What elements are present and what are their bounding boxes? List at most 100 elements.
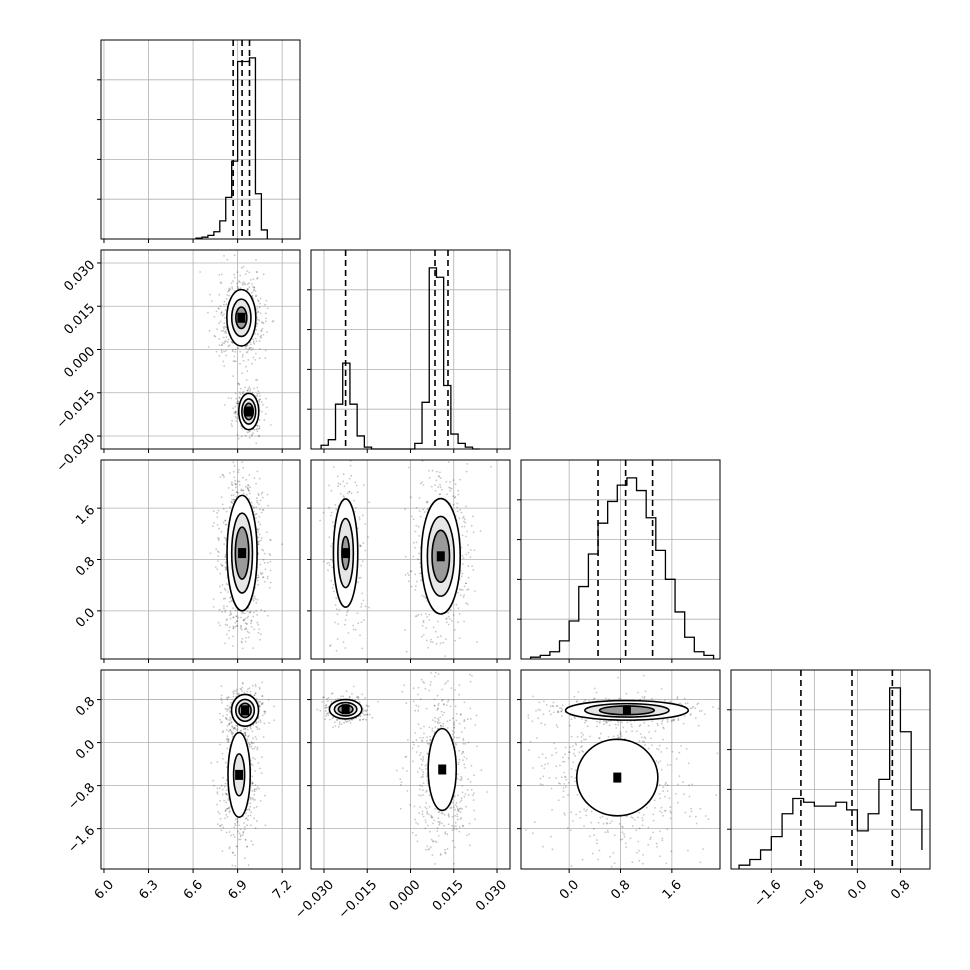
scatter-point <box>255 517 257 520</box>
scatter-point <box>259 395 261 397</box>
x-tick-label: 6.9 <box>225 877 250 902</box>
scatter-point <box>677 783 679 786</box>
scatter-point <box>257 583 259 586</box>
scatter-point <box>232 375 235 377</box>
scatter-point <box>235 491 238 494</box>
scatter-point <box>226 704 229 707</box>
scatter-point <box>464 743 467 745</box>
scatter-point <box>224 561 227 564</box>
scatter-point <box>225 583 228 585</box>
scatter-point <box>221 793 224 796</box>
scatter-point <box>583 721 586 724</box>
scatter-point <box>564 786 567 788</box>
scatter-point <box>240 625 243 628</box>
scatter-point <box>608 698 611 701</box>
scatter-point <box>556 705 559 707</box>
scatter-point <box>354 628 357 631</box>
scatter-point <box>434 630 437 633</box>
scatter-point <box>428 476 431 479</box>
scatter-point <box>460 817 463 819</box>
scatter-point <box>247 348 250 351</box>
scatter-point <box>229 610 232 613</box>
scatter-point <box>454 496 456 499</box>
scatter-point <box>228 629 230 632</box>
scatter-point <box>259 499 262 502</box>
scatter-point <box>570 735 573 738</box>
scatter-point <box>258 787 260 790</box>
scatter-point <box>243 727 245 729</box>
scatter-point <box>359 715 362 718</box>
scatter-point <box>220 721 222 724</box>
scatter-point <box>612 852 615 854</box>
scatter-point <box>244 640 247 643</box>
scatter-point <box>468 833 470 836</box>
scatter-point <box>219 585 221 588</box>
scatter-point <box>596 842 598 845</box>
scatter-point <box>241 461 244 464</box>
scatter-point <box>247 359 250 361</box>
scatter-point <box>256 621 259 624</box>
scatter-point <box>255 428 258 431</box>
scatter-point <box>428 726 431 729</box>
scatter-point <box>220 311 223 313</box>
scatter-point <box>439 483 441 486</box>
scatter-point <box>236 609 239 612</box>
scatter-point <box>543 767 546 770</box>
scatter-point <box>248 474 251 476</box>
scatter-point <box>258 628 261 630</box>
scatter-point <box>685 748 688 750</box>
scatter-point <box>453 825 455 828</box>
scatter-point <box>231 733 234 736</box>
scatter-point <box>219 824 221 827</box>
joint-panel-1-2 <box>307 459 511 663</box>
scatter-point <box>252 684 254 687</box>
scatter-point <box>257 536 260 539</box>
scatter-point <box>245 351 248 354</box>
scatter-point <box>361 560 364 563</box>
scatter-point <box>421 635 423 638</box>
scatter-point <box>652 819 655 822</box>
scatter-point <box>421 789 424 791</box>
scatter-point <box>644 744 646 746</box>
scatter-point <box>232 728 235 730</box>
scatter-point <box>456 777 459 780</box>
scatter-point <box>260 772 263 774</box>
scatter-point <box>235 818 237 821</box>
scatter-point <box>227 799 230 801</box>
scatter-point <box>593 697 596 700</box>
scatter-point <box>330 700 333 703</box>
scatter-point <box>573 695 576 698</box>
scatter-point <box>222 776 224 779</box>
scatter-point <box>256 726 259 729</box>
scatter-point <box>256 786 259 789</box>
scatter-point <box>675 793 677 795</box>
scatter-point <box>642 854 645 856</box>
scatter-point <box>263 561 266 564</box>
scatter-point <box>253 817 256 820</box>
scatter-point <box>249 610 252 613</box>
scatter-point <box>228 723 230 726</box>
scatter-point <box>418 767 421 770</box>
scatter-point <box>230 397 233 400</box>
scatter-point <box>246 344 249 347</box>
scatter-point <box>449 487 452 489</box>
scatter-point <box>224 555 227 557</box>
scatter-point <box>454 496 456 498</box>
scatter-point <box>343 623 346 626</box>
scatter-point <box>357 581 359 584</box>
joint-panel-2-3 <box>517 669 721 873</box>
scatter-point <box>218 338 221 340</box>
scatter-point <box>240 489 243 492</box>
scatter-point <box>224 716 227 719</box>
scatter-point <box>249 690 252 693</box>
scatter-point <box>663 809 666 812</box>
scatter-point <box>252 598 255 600</box>
scatter-point <box>261 701 264 704</box>
scatter-point <box>248 436 251 439</box>
scatter-point <box>239 362 241 365</box>
scatter-point <box>422 680 424 683</box>
scatter-point <box>248 734 250 737</box>
scatter-point <box>359 545 362 548</box>
scatter-point <box>453 736 456 739</box>
scatter-point <box>460 588 462 591</box>
